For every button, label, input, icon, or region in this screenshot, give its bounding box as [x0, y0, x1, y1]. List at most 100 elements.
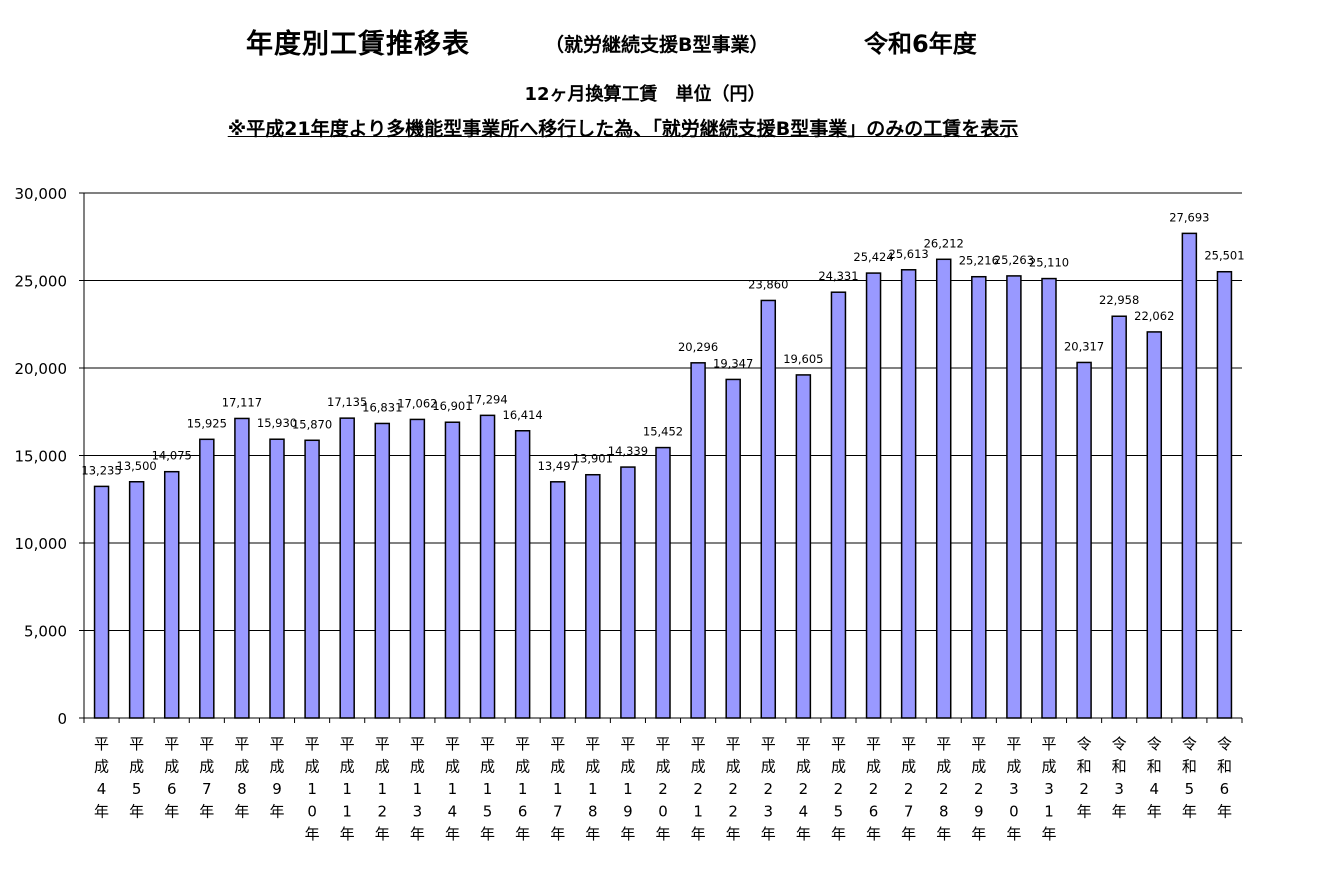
data-label: 25,501 [1204, 249, 1244, 263]
y-tick-label: 15,000 [15, 448, 68, 466]
x-tick-label: 平成 6 年 [164, 735, 179, 821]
x-tick-label: 平成 2 2 年 [726, 735, 741, 843]
bar [585, 473, 601, 719]
bar [234, 417, 250, 719]
x-tick-label: 令和 6 年 [1217, 735, 1232, 821]
y-tick-label: 25,000 [15, 273, 68, 291]
data-label: 17,117 [222, 395, 262, 409]
data-label: 19,347 [713, 356, 753, 370]
data-label: 23,860 [748, 277, 788, 291]
data-label: 13,235 [81, 463, 121, 477]
y-tick-label: 5,000 [24, 623, 67, 641]
bar [830, 291, 847, 719]
x-tick-label: 平成 5 年 [129, 735, 144, 821]
data-label: 15,925 [187, 416, 227, 430]
bar [1076, 361, 1092, 719]
data-label: 15,870 [292, 417, 332, 431]
x-tick-label: 平成 8 年 [234, 735, 249, 821]
bar [900, 269, 917, 719]
data-label: 16,831 [362, 400, 402, 414]
bar [760, 299, 777, 719]
data-label: 14,339 [608, 444, 648, 458]
data-label: 15,930 [257, 416, 297, 430]
x-tick-label: 平成 1 7 年 [550, 735, 565, 843]
x-tick-label: 平成 1 1 年 [340, 735, 355, 843]
data-label: 17,294 [467, 392, 507, 406]
x-tick-label: 平成 1 9 年 [620, 735, 635, 843]
x-tick-label: 平成 2 4 年 [796, 735, 811, 843]
data-label: 25,613 [889, 247, 929, 261]
x-tick-label: 平成 1 8 年 [585, 735, 600, 843]
data-label: 19,605 [783, 352, 823, 366]
bar [971, 275, 987, 719]
bar [339, 417, 355, 719]
bar [479, 414, 496, 719]
x-tick-label: 平成 1 6 年 [515, 735, 530, 843]
data-label: 25,424 [853, 250, 893, 264]
x-tick-label: 平成 9 年 [269, 735, 284, 821]
bar [304, 439, 320, 719]
chart-title: 年度別工賃推移表 [246, 29, 470, 60]
data-label: 17,135 [327, 395, 367, 409]
x-tick-label: 平成 1 5 年 [480, 735, 495, 843]
data-label: 20,317 [1064, 339, 1104, 353]
bar [1006, 275, 1022, 719]
x-tick-label: 平成 1 0 年 [305, 735, 320, 843]
data-label: 22,062 [1134, 309, 1174, 323]
data-label: 24,331 [818, 269, 858, 283]
bar [409, 418, 426, 719]
data-label: 25,110 [1029, 256, 1069, 270]
bar [865, 272, 882, 719]
bar [1041, 277, 1057, 719]
x-tick-label: 平成 2 8 年 [936, 735, 951, 843]
bar [1181, 232, 1198, 719]
y-tick-label: 10,000 [15, 535, 68, 553]
x-tick-label: 平成 2 7 年 [901, 735, 916, 843]
bar [690, 362, 706, 719]
x-tick-label: 平成 2 9 年 [971, 735, 986, 843]
bar [374, 422, 391, 719]
data-label: 22,958 [1099, 293, 1139, 307]
x-tick-label: 平成 4 年 [94, 735, 109, 821]
bar [93, 485, 110, 719]
data-label: 16,901 [432, 399, 472, 413]
bar [655, 446, 671, 719]
y-tick-label: 30,000 [15, 185, 68, 203]
x-tick-label: 平成 7 年 [199, 735, 214, 821]
bar [1111, 315, 1127, 719]
chart-note: ※平成21年度より多機能型事業所へ移行した為、「就労継続支援B型事業」のみの工賃… [227, 118, 1019, 140]
x-tick-label: 平成 1 2 年 [375, 735, 390, 843]
bar [269, 438, 285, 719]
data-label: 17,062 [397, 396, 437, 410]
bar [795, 374, 812, 719]
bar [1146, 331, 1163, 719]
data-label: 13,497 [538, 459, 578, 473]
bar [1216, 270, 1233, 719]
bar [725, 378, 741, 719]
data-label: 16,414 [503, 408, 543, 422]
data-label: 13,901 [573, 452, 613, 466]
data-label: 14,075 [152, 449, 192, 463]
data-label: 13,500 [117, 459, 157, 473]
y-tick-label: 0 [57, 710, 67, 728]
data-label: 25,216 [959, 254, 999, 268]
chart-subtitle: （就労継続支援B型事業） [545, 34, 769, 56]
x-tick-label: 平成 2 6 年 [866, 735, 881, 843]
x-tick-label: 平成 2 3 年 [761, 735, 776, 843]
data-label: 25,263 [994, 253, 1034, 267]
data-label: 26,212 [924, 236, 964, 250]
x-tick-label: 平成 2 0 年 [655, 735, 670, 843]
x-tick-label: 令和 3 年 [1112, 735, 1127, 821]
bar [444, 421, 461, 719]
data-label: 15,452 [643, 425, 683, 439]
x-tick-label: 平成 2 5 年 [831, 735, 846, 843]
x-tick-label: 令和 4 年 [1147, 735, 1162, 821]
bar [549, 481, 566, 719]
x-tick-label: 平成 3 1 年 [1041, 735, 1056, 843]
data-label: 27,693 [1169, 210, 1209, 224]
bar [935, 258, 952, 719]
chart-fiscal-year: 令和6年度 [864, 30, 977, 58]
bar [128, 481, 145, 719]
bar [199, 438, 215, 719]
